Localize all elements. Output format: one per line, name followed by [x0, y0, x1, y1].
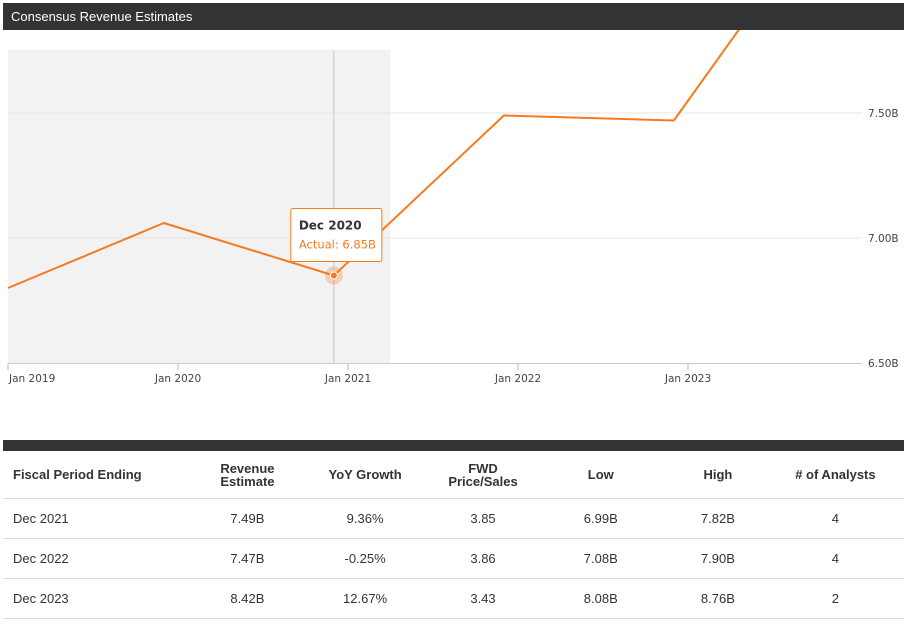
cell-high: 7.90B [669, 538, 767, 579]
y-tick-label: 6.50B [868, 358, 899, 370]
page-title: Consensus Revenue Estimates [11, 9, 193, 24]
cell-low: 6.99B [532, 498, 669, 539]
column-header-num-analysts[interactable]: # of Analysts [766, 451, 904, 499]
cell-num-analysts: 4 [766, 498, 904, 539]
cell-revenue-estimate: 7.49B [198, 498, 297, 539]
cell-yoy-growth: 12.67% [296, 578, 434, 619]
cell-low: 8.08B [532, 578, 669, 619]
column-header-high[interactable]: High [669, 451, 767, 499]
y-tick-label: 7.50B [868, 108, 899, 120]
cell-yoy-growth: -0.25% [296, 538, 434, 579]
column-header-fwd-price-sales[interactable]: FWD Price/Sales [433, 451, 533, 499]
tooltip-box [290, 208, 383, 262]
cell-low: 7.08B [532, 538, 669, 579]
header-bar: Consensus Revenue Estimates [3, 3, 904, 30]
cell-fiscal-period: Dec 2023 [3, 578, 199, 619]
cell-fwd-price-sales: 3.43 [433, 578, 533, 619]
tooltip-value: Actual: 6.85B [299, 238, 376, 252]
data-point-marker[interactable] [329, 271, 338, 280]
x-tick-label: Jan 2023 [664, 373, 711, 385]
cell-revenue-estimate: 7.47B [198, 538, 297, 579]
column-header-revenue-estimate[interactable]: Revenue Estimate [198, 451, 297, 499]
tooltip-title: Dec 2020 [299, 219, 362, 233]
column-header-low[interactable]: Low [532, 451, 669, 499]
x-tick-label: Jan 2022 [494, 373, 541, 385]
cell-num-analysts: 4 [766, 538, 904, 579]
cell-yoy-growth: 9.36% [296, 498, 434, 539]
cell-fiscal-period: Dec 2022 [3, 538, 199, 579]
column-header-fiscal-period[interactable]: Fiscal Period Ending [3, 451, 199, 499]
cell-fwd-price-sales: 3.85 [433, 498, 533, 539]
revenue-series-line[interactable] [7, 30, 844, 289]
x-tick-label: Jan 2020 [154, 373, 201, 385]
estimates-table: Fiscal Period Ending Revenue Estimate YoY… [3, 451, 904, 619]
x-tick-label: Jan 2021 [324, 373, 371, 385]
table-header-bar [3, 440, 904, 451]
cell-revenue-estimate: 8.42B [198, 578, 297, 619]
cell-fiscal-period: Dec 2021 [3, 498, 199, 539]
table-row: Dec 2023 8.42B 12.67% 3.43 8.08B 8.76B 2 [3, 578, 904, 619]
cell-fwd-price-sales: 3.86 [433, 538, 533, 579]
table-row: Dec 2021 7.49B 9.36% 3.85 6.99B 7.82B 4 [3, 498, 904, 539]
cell-high: 8.76B [669, 578, 767, 619]
cell-high: 7.82B [669, 498, 767, 539]
actuals-shaded-region [8, 50, 391, 363]
cell-num-analysts: 2 [766, 578, 904, 619]
table-row: Dec 2022 7.47B -0.25% 3.86 7.08B 7.90B 4 [3, 538, 904, 579]
column-header-yoy-growth[interactable]: YoY Growth [296, 451, 434, 499]
y-tick-label: 7.00B [868, 233, 899, 245]
table-header-row: Fiscal Period Ending Revenue Estimate YoY… [3, 451, 904, 499]
x-tick-label: Jan 2019 [8, 373, 55, 385]
